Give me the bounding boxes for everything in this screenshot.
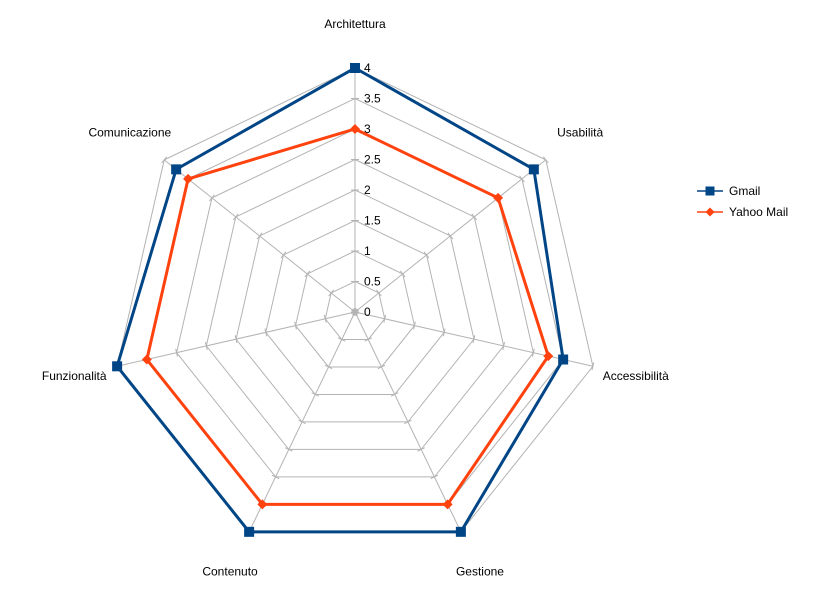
- legend-square-marker: [705, 186, 715, 196]
- radial-tick-labels: 0 0.5 1 1.5 2 2.5 3 3.5 4: [364, 61, 381, 319]
- axis-tick: [256, 232, 263, 240]
- axis-tick: [471, 213, 478, 221]
- axis-tick: [399, 270, 406, 278]
- point-yahoo-mail-funzionalita: [141, 354, 152, 365]
- axis-tick: [311, 392, 320, 397]
- legend-label: Yahoo Mail: [729, 205, 788, 219]
- axis-tick: [175, 348, 178, 357]
- axis-tick: [323, 314, 327, 323]
- axis-tick: [404, 419, 412, 425]
- axis-tick: [375, 289, 382, 297]
- legend-item-yahoo-mail: Yahoo Mail: [697, 205, 788, 219]
- point-yahoo-mail-gestione: [442, 499, 453, 510]
- category-label-usabilita: Usabilità: [557, 125, 603, 139]
- axis-tick: [234, 335, 238, 344]
- axis-tick: [542, 156, 549, 164]
- grid-ring: [205, 158, 505, 450]
- point-gmail-gestione: [455, 526, 466, 537]
- grid-ring: [176, 128, 534, 478]
- axis-tick: [377, 364, 386, 370]
- category-labels: Architettura Usabilità Accessibilità Gestio…: [42, 17, 669, 578]
- axis-tick: [204, 341, 208, 350]
- axis-tick: [591, 362, 595, 371]
- axis-tick: [264, 328, 268, 337]
- radar-grid: [115, 67, 595, 535]
- category-label-accessibilita: Accessibilità: [603, 369, 669, 383]
- axis-tick: [364, 337, 373, 342]
- axis-tick: [285, 447, 293, 452]
- legend-item-gmail: Gmail: [697, 184, 760, 198]
- axis-tick: [161, 156, 168, 164]
- axis-tick: [328, 289, 335, 297]
- point-gmail-usabilita: [528, 164, 539, 175]
- series-layer: [112, 63, 569, 537]
- axis-tick: [232, 213, 239, 221]
- axis-tick: [324, 364, 333, 370]
- legend: Gmail Yahoo Mail: [697, 184, 788, 219]
- legend-label: Gmail: [729, 184, 760, 198]
- axis-tick: [417, 447, 425, 452]
- series-yahoo-mail: [141, 124, 554, 510]
- legend-diamond-marker: [705, 207, 715, 217]
- grid-ring: [324, 280, 386, 340]
- series-line: [145, 127, 550, 506]
- point-gmail-architettura: [350, 63, 360, 73]
- tick-label: 0: [364, 305, 371, 319]
- series-gmail: [112, 63, 569, 537]
- category-label-architettura: Architettura: [324, 17, 386, 31]
- axis-tick: [352, 308, 358, 316]
- tick-label: 2.5: [364, 153, 381, 167]
- axis-tick: [472, 335, 476, 344]
- point-yahoo-mail-accessibilita: [543, 351, 554, 362]
- axis-tick: [294, 321, 297, 330]
- axis-tick: [271, 474, 280, 480]
- axis-tick: [519, 175, 525, 183]
- category-label-funzionalita: Funzionalità: [42, 369, 107, 383]
- category-label-contenuto: Contenuto: [202, 564, 258, 578]
- grid-ring: [294, 250, 416, 368]
- axis-tick: [298, 419, 306, 425]
- point-yahoo-mail-contenuto: [257, 499, 268, 510]
- point-yahoo-mail-comunicazione: [183, 173, 194, 184]
- axis-tick: [502, 341, 506, 350]
- tick-label: 1: [364, 244, 371, 258]
- axis-tick: [447, 232, 454, 240]
- series-line: [115, 66, 565, 534]
- category-label-gestione: Gestione: [456, 564, 504, 578]
- point-gmail-funzionalita: [112, 361, 123, 372]
- axis-tick: [337, 337, 346, 342]
- point-gmail-accessibilita: [558, 354, 569, 365]
- axis-tick: [430, 474, 439, 480]
- category-label-comunicazione: Comunicazione: [88, 125, 171, 139]
- point-gmail-contenuto: [244, 526, 255, 537]
- grid-ring: [265, 219, 445, 395]
- axis-tick: [304, 270, 311, 278]
- axis-tick: [383, 314, 387, 323]
- axis-tick: [413, 321, 416, 330]
- axis-tick: [442, 328, 446, 337]
- tick-label: 2: [364, 183, 371, 197]
- axis-tick: [423, 251, 430, 259]
- point-yahoo-mail-architettura: [350, 124, 360, 134]
- tick-label: 3: [364, 122, 371, 136]
- tick-label: 1.5: [364, 214, 381, 228]
- point-gmail-comunicazione: [171, 164, 182, 175]
- axis-tick: [532, 348, 535, 357]
- axis-tick: [390, 392, 399, 397]
- tick-label: 3.5: [364, 92, 381, 106]
- axis-tick: [209, 194, 215, 202]
- tick-label: 0.5: [364, 275, 381, 289]
- point-yahoo-mail-usabilita: [493, 192, 504, 203]
- axis-tick: [280, 251, 287, 259]
- tick-label: 4: [364, 61, 371, 75]
- grid-ring: [235, 189, 475, 423]
